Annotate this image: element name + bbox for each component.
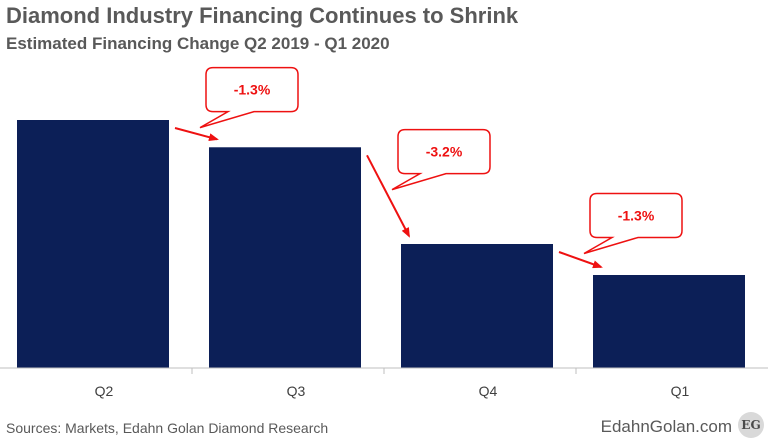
source-note: Sources: Markets, Edahn Golan Diamond Re… <box>6 420 329 436</box>
x-tick-label: Q4 <box>479 383 498 399</box>
chart-subtitle: Estimated Financing Change Q2 2019 - Q1 … <box>6 34 390 53</box>
brand-logo: EG <box>738 412 764 438</box>
change-callout <box>583 192 683 255</box>
x-tick-label: Q1 <box>671 383 690 399</box>
change-label: -1.3% <box>618 208 655 224</box>
bar-q4 <box>401 244 553 368</box>
change-label: -1.3% <box>234 82 271 98</box>
bar-q1 <box>593 275 745 368</box>
change-callout <box>391 128 491 191</box>
chart-title: Diamond Industry Financing Continues to … <box>6 3 519 28</box>
brand-link[interactable]: EdahnGolan.com <box>600 417 732 436</box>
bar-q3 <box>209 147 361 368</box>
x-tick-label: Q2 <box>95 383 114 399</box>
change-callout <box>199 66 299 129</box>
change-arrow <box>174 127 219 142</box>
x-tick-label: Q3 <box>287 383 306 399</box>
bar-q2 <box>17 120 169 368</box>
change-arrow <box>558 251 603 269</box>
change-label: -3.2% <box>426 144 463 160</box>
change-arrow <box>366 154 410 238</box>
